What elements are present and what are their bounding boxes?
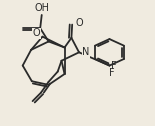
- Text: O: O: [33, 28, 40, 38]
- Text: F: F: [111, 61, 116, 71]
- Text: F: F: [109, 68, 115, 78]
- Text: OH: OH: [35, 3, 50, 13]
- Text: N: N: [82, 47, 89, 57]
- Text: O: O: [76, 18, 84, 28]
